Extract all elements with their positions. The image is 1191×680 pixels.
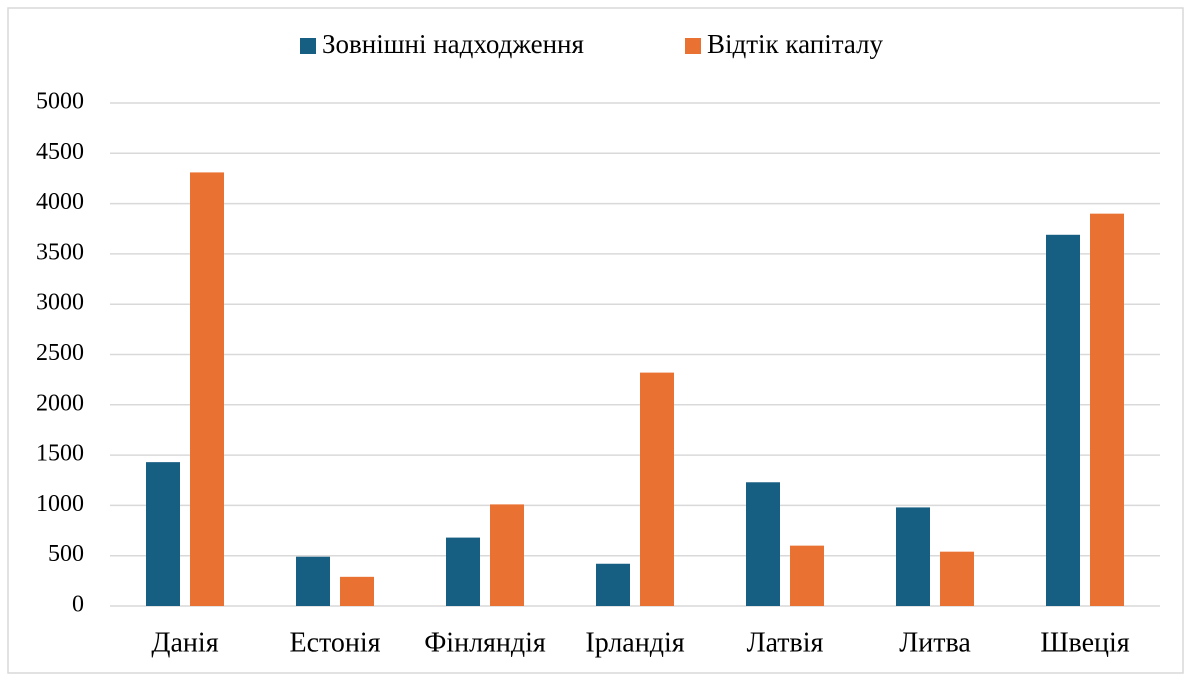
bar <box>790 545 824 606</box>
y-tick-label: 3500 <box>36 239 84 265</box>
y-tick-label: 1000 <box>36 491 84 517</box>
y-tick-label: 2000 <box>36 390 84 416</box>
bar <box>746 482 780 606</box>
legend-label: Відтік капіталу <box>707 29 884 59</box>
legend-label: Зовнішні надходження <box>322 29 584 59</box>
bar <box>940 551 974 606</box>
bar <box>190 172 224 606</box>
bar <box>146 462 180 606</box>
y-tick-label: 500 <box>48 541 84 567</box>
y-tick-label: 2500 <box>36 340 84 366</box>
x-tick-label: Ірландія <box>585 627 684 658</box>
chart-frame <box>7 7 1184 674</box>
bar <box>1046 234 1080 606</box>
bar <box>640 372 674 606</box>
legend-swatch <box>300 38 316 54</box>
bar <box>896 507 930 606</box>
y-tick-label: 4500 <box>36 139 84 165</box>
x-tick-label: Латвія <box>747 627 824 658</box>
bar <box>490 504 524 606</box>
x-tick-label: Фінляндія <box>424 627 546 658</box>
bar <box>1090 213 1124 606</box>
bar <box>340 576 374 606</box>
y-tick-label: 4000 <box>36 189 84 215</box>
bar <box>296 556 330 606</box>
y-tick-label: 3000 <box>36 290 84 316</box>
x-tick-label: Данія <box>151 627 218 658</box>
y-tick-label: 1500 <box>36 441 84 467</box>
x-tick-label: Литва <box>899 627 971 658</box>
x-tick-label: Швеція <box>1040 627 1129 658</box>
y-tick-label: 5000 <box>36 89 84 115</box>
x-tick-label: Естонія <box>289 627 380 658</box>
bar <box>596 563 630 606</box>
bar <box>446 537 480 606</box>
legend-swatch <box>685 38 701 54</box>
y-tick-label: 0 <box>72 592 84 618</box>
